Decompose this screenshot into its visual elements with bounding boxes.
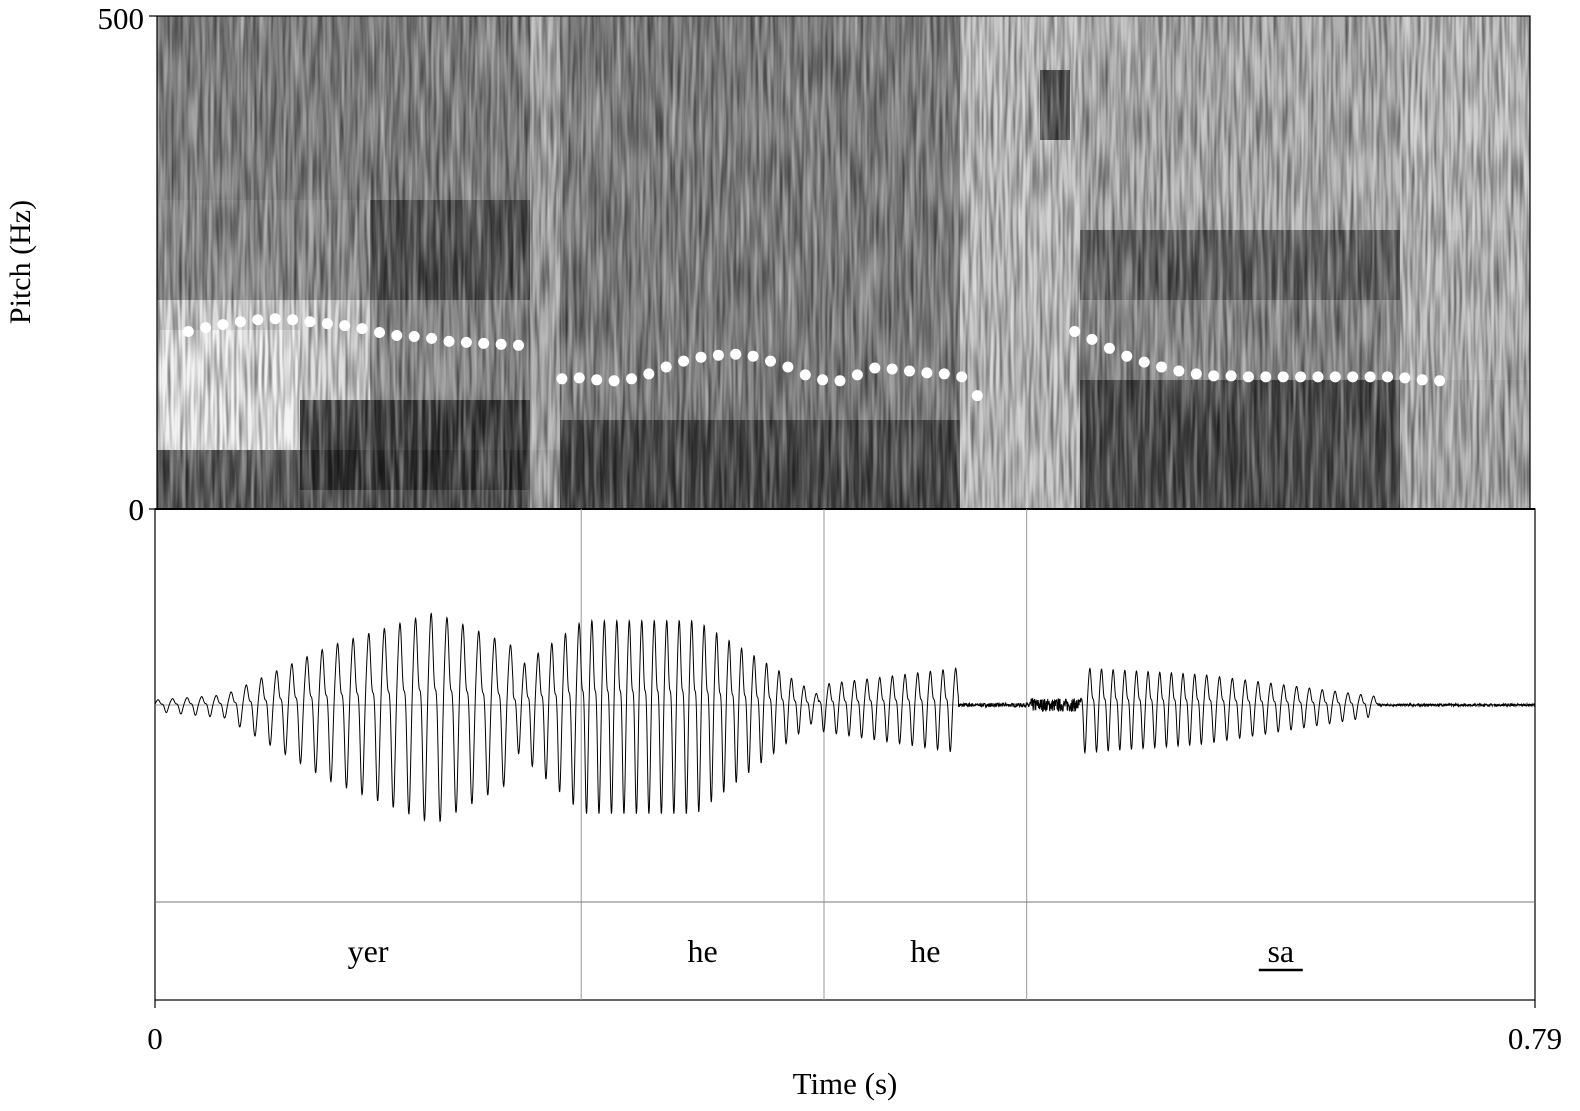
pitch-point-40 [904, 365, 915, 377]
pitch-point-38 [869, 362, 881, 374]
pitch-point-35 [817, 374, 829, 386]
pitch-point-5 [269, 313, 281, 325]
pitch-point-62 [1364, 371, 1376, 383]
pitch-point-18 [495, 338, 507, 350]
pitch-point-23 [608, 375, 620, 387]
pitch-point-3 [234, 316, 246, 328]
pitch-point-45 [1069, 326, 1081, 337]
pitch-point-11 [374, 327, 385, 338]
spectrogram-speckle [157, 16, 1530, 509]
pitch-point-37 [851, 369, 863, 381]
spectrogram [157, 16, 1530, 509]
pitch-point-9 [339, 320, 351, 332]
interval-label-1: he [687, 933, 717, 969]
pitch-point-10 [356, 323, 368, 335]
pitch-point-43 [956, 371, 968, 383]
pitch-point-52 [1190, 368, 1202, 380]
pitch-point-65 [1416, 374, 1428, 386]
pitch-point-47 [1103, 342, 1115, 354]
pitch-point-0 [182, 326, 194, 337]
pitch-point-42 [938, 368, 950, 380]
waveform-textgrid-frame [154, 508, 1536, 1001]
pitch-point-66 [1434, 375, 1446, 387]
ytick-label-top: 500 [98, 1, 145, 36]
pitch-point-4 [252, 314, 264, 326]
pitch-point-55 [1242, 371, 1254, 383]
pitch-point-26 [660, 361, 672, 373]
pitch-point-58 [1295, 371, 1307, 383]
x-axis-title: Time (s) [793, 1066, 898, 1101]
pitch-point-32 [765, 355, 776, 367]
pitch-point-25 [643, 368, 655, 380]
pitch-point-50 [1156, 361, 1167, 373]
pitch-point-2 [217, 319, 229, 331]
pitch-point-14 [426, 332, 438, 344]
pitch-point-30 [730, 348, 742, 360]
pitch-point-1 [200, 322, 212, 334]
pitch-point-33 [782, 361, 794, 373]
pitch-point-34 [799, 369, 811, 381]
pitch-point-64 [1399, 372, 1411, 384]
pitch-point-54 [1225, 370, 1237, 382]
pitch-point-8 [321, 318, 333, 330]
pitch-point-17 [478, 337, 490, 349]
pitch-point-13 [408, 331, 420, 342]
waveform-ytick-label: 0 [129, 492, 145, 527]
pitch-point-12 [391, 330, 403, 341]
pitch-point-39 [886, 363, 898, 375]
pitch-point-59 [1312, 371, 1324, 383]
pitch-point-41 [921, 367, 933, 379]
waveform-trace [155, 612, 1535, 823]
xtick-label-left: 0 [147, 1021, 163, 1056]
pitch-point-16 [460, 336, 472, 348]
pitch-point-7 [304, 316, 316, 328]
interval-boundaries [580, 509, 1028, 1000]
interval-label-3: sa [1267, 933, 1294, 969]
pitch-point-57 [1277, 371, 1289, 383]
pitch-point-44 [971, 390, 983, 402]
pitch-point-27 [678, 355, 690, 367]
pitch-point-22 [591, 374, 603, 386]
pitch-point-20 [556, 373, 568, 385]
pitch-point-63 [1382, 371, 1393, 383]
pitch-point-29 [712, 349, 724, 361]
pitch-point-46 [1086, 333, 1098, 345]
interval-label-2: he [910, 933, 940, 969]
pitch-point-28 [695, 351, 707, 363]
pitch-point-61 [1347, 371, 1359, 383]
ytick-label-bottom: 0 [129, 492, 145, 527]
pitch-point-56 [1260, 371, 1272, 383]
pitch-point-53 [1208, 370, 1220, 382]
pitch-point-60 [1329, 371, 1341, 383]
y-axis-title: Pitch (Hz) [4, 200, 37, 324]
xtick-label-right: 0.79 [1508, 1021, 1562, 1056]
pitch-point-31 [747, 350, 759, 362]
pitch-point-15 [443, 335, 455, 347]
pitch-track [182, 313, 1446, 402]
pitch-point-24 [626, 373, 637, 385]
pitch-point-6 [287, 314, 299, 326]
pitch-point-48 [1121, 350, 1133, 362]
pitch-point-36 [834, 375, 846, 387]
textgrid-tier: yer he he sa [348, 933, 1303, 972]
pitch-point-21 [573, 372, 585, 384]
pitch-point-49 [1138, 356, 1150, 368]
pitch-point-51 [1173, 365, 1185, 377]
pitch-point-19 [513, 339, 524, 351]
interval-label-0: yer [348, 933, 389, 969]
